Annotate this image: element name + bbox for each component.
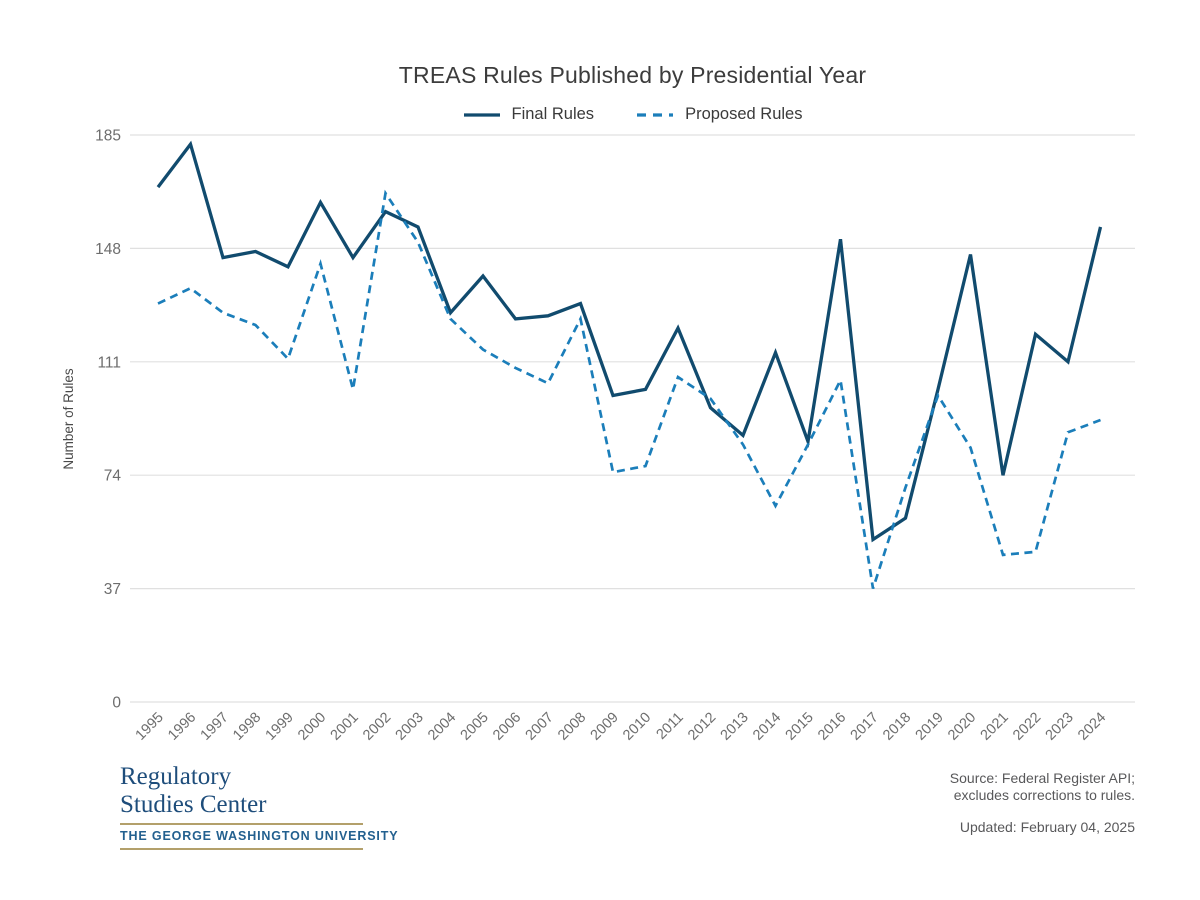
y-tick-label-74: 74: [104, 468, 122, 485]
x-tick-label-2009: 2009: [588, 710, 622, 744]
x-tick-label-2020: 2020: [945, 710, 979, 744]
logo-divider-bottom: [120, 848, 363, 850]
x-tick-label-1997: 1997: [198, 710, 232, 744]
y-tick-label-185: 185: [95, 128, 121, 145]
proposed-rules-swatch-icon: [637, 112, 674, 117]
x-tick-label-2018: 2018: [880, 710, 914, 744]
updated-date: Updated: February 04, 2025: [959, 819, 1135, 835]
x-tick-label-2000: 2000: [295, 710, 329, 744]
y-axis-title: Number of Rules: [61, 368, 76, 470]
legend-item-final-rules: Final Rules: [463, 105, 595, 124]
x-tick-label-2023: 2023: [1043, 710, 1077, 744]
x-tick-label-1998: 1998: [230, 710, 264, 744]
y-tick-label-111: 111: [97, 354, 121, 371]
x-tick-label-2007: 2007: [523, 710, 557, 744]
x-tick-label-2004: 2004: [425, 710, 459, 744]
x-tick-label-2024: 2024: [1075, 710, 1109, 744]
x-tick-label-2002: 2002: [360, 710, 394, 744]
chart-title: TREAS Rules Published by Presidential Ye…: [398, 62, 867, 88]
source-line-2: excludes corrections to rules.: [953, 787, 1135, 803]
x-tick-label-1995: 1995: [133, 710, 167, 744]
final-rules-line: [156, 140, 1103, 543]
final-rules-swatch-icon: [463, 112, 500, 117]
x-tick-label-2001: 2001: [328, 710, 362, 744]
logo-divider-top: [120, 823, 363, 825]
x-tick-label-2012: 2012: [685, 710, 719, 744]
logo-line-2: Studies Center: [120, 791, 267, 818]
source-block: Source: Federal Register API; excludes c…: [950, 770, 1135, 836]
x-tick-label-2011: 2011: [653, 710, 686, 743]
logo-university-name: THE GEORGE WASHINGTON UNIVERSITY: [120, 829, 399, 843]
x-tick-label-2021: 2021: [978, 710, 1012, 744]
x-tick-label-2015: 2015: [783, 710, 817, 744]
legend: Final Rules Proposed Rules: [130, 105, 1135, 124]
source-line-1: Source: Federal Register API;: [949, 770, 1135, 786]
logo-line-1: Regulatory: [120, 763, 232, 790]
legend-label-proposed-rules: Proposed Rules: [685, 105, 803, 123]
x-tick-label-1999: 1999: [263, 710, 297, 744]
proposed-rules-line: [157, 189, 1101, 590]
x-tick-label-2016: 2016: [815, 710, 849, 744]
x-tick-label-2003: 2003: [393, 710, 427, 744]
legend-label-final-rules: Final Rules: [511, 105, 595, 123]
x-tick-label-2010: 2010: [620, 710, 654, 744]
legend-item-proposed-rules: Proposed Rules: [636, 105, 802, 124]
regulatory-studies-center-logo: Regulatory Studies Center THE GEORGE WAS…: [120, 763, 399, 850]
x-tick-label-2022: 2022: [1010, 710, 1044, 744]
x-tick-label-2019: 2019: [913, 710, 947, 744]
x-tick-label-2005: 2005: [458, 710, 492, 744]
x-tick-label-2013: 2013: [718, 710, 752, 744]
x-tick-label-2008: 2008: [555, 710, 589, 744]
y-tick-label-37: 37: [104, 581, 121, 598]
x-tick-label-2014: 2014: [750, 710, 784, 744]
x-tick-label-2006: 2006: [490, 710, 524, 744]
x-tick-label-1996: 1996: [165, 710, 199, 744]
x-tick-label-2017: 2017: [848, 710, 882, 744]
y-tick-label-0: 0: [112, 695, 121, 712]
y-tick-label-148: 148: [95, 241, 121, 258]
